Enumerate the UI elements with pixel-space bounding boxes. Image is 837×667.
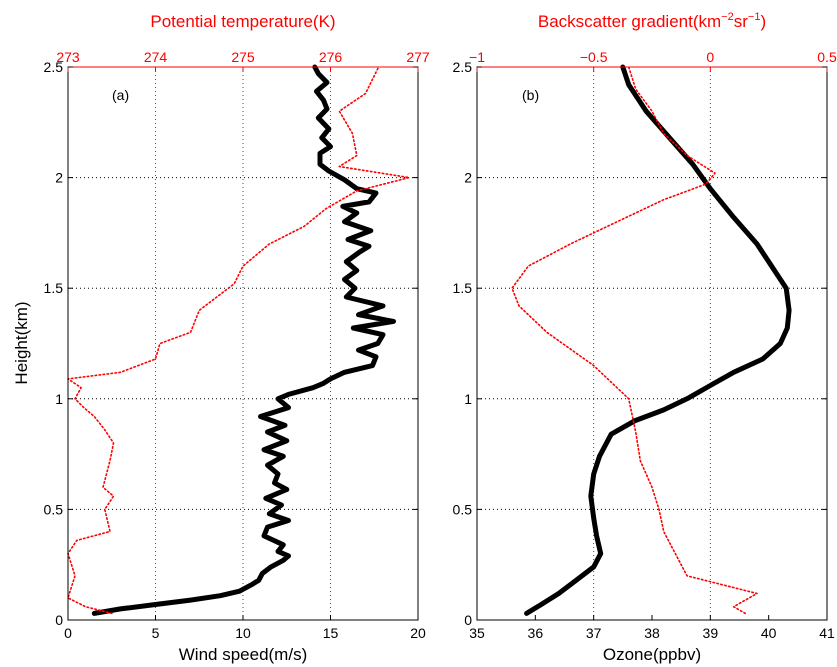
x-tick-label: 37 [586,625,602,641]
top-axis-title-a: Potential temperature(K) [150,12,335,31]
panel-label-a: (a) [112,87,129,103]
y-tick-label: 2 [55,170,63,186]
x-tick-label: 39 [703,625,719,641]
top-title-b-sup1: −2 [721,11,734,23]
y-tick-label: 0 [55,612,63,628]
x-tick-label: 20 [410,625,426,641]
x2-tick-label: −1 [469,49,485,65]
x-tick-label: 10 [235,625,251,641]
x2-tick-label: 0 [706,49,714,65]
x-tick-label: 0 [64,625,72,641]
y-tick-label: 2 [464,170,472,186]
x-tick-label: 15 [323,625,339,641]
y-tick-label: 2.5 [453,59,473,75]
y-tick-label: 2.5 [44,59,64,75]
top-title-b-end: ) [760,12,766,31]
panel-label-b: (b) [522,87,539,103]
x2-tick-label: 275 [231,49,255,65]
y-tick-label: 0.5 [453,501,473,517]
y-tick-label: 0 [464,612,472,628]
top-title-b-sup2: −1 [748,11,761,23]
x-axis-title-a: Wind speed(m/s) [179,645,307,664]
x-tick-label: 35 [469,625,485,641]
ticks-b: 35 36 37 38 39 40 41 −1 −0.5 0 0.5 0 0.5 1 1.5 2 2.5 [453,49,837,641]
x2-tick-label: 0.5 [817,49,837,65]
x2-tick-label: 276 [319,49,343,65]
x2-tick-label: −0.5 [580,49,608,65]
y-tick-label: 1.5 [453,280,473,296]
top-axis-title-b: Backscatter gradient(km−2sr−1) [538,11,766,31]
top-title-b-mid: sr [734,12,749,31]
series-layer-a [67,64,410,616]
x-tick-label: 38 [644,625,660,641]
x-axis-title-b: Ozone(ppbv) [603,645,701,664]
plot-area-b [477,67,827,620]
panel-b: 35 36 37 38 39 40 41 −1 −0.5 0 0.5 0 0.5 1 1.5 2 2.5 (b)… [453,11,837,664]
y-axis-title: Height(km) [12,301,31,384]
grid-a [68,67,418,620]
ticks-a: 0 5 10 15 20 273 274 275 276 277 0 0.5 1 1.5 2 2.5 [44,49,430,641]
series-line-red [511,66,758,615]
x2-tick-label: 273 [56,49,80,65]
y-tick-label: 0.5 [44,501,64,517]
x2-tick-label: 277 [406,49,430,65]
x-tick-label: 5 [152,625,160,641]
x2-tick-label: 274 [144,49,168,65]
x-tick-label: 40 [761,625,777,641]
series-line-black [91,64,396,616]
y-tick-label: 1 [55,391,63,407]
x-tick-label: 41 [819,625,835,641]
series-layer-b [511,64,792,616]
top-title-b-main: Backscatter gradient(km [538,12,721,31]
series-line-red [67,66,410,615]
y-tick-label: 1.5 [44,280,64,296]
series-line-black [524,64,792,616]
y-tick-label: 1 [464,391,472,407]
x-tick-label: 36 [528,625,544,641]
